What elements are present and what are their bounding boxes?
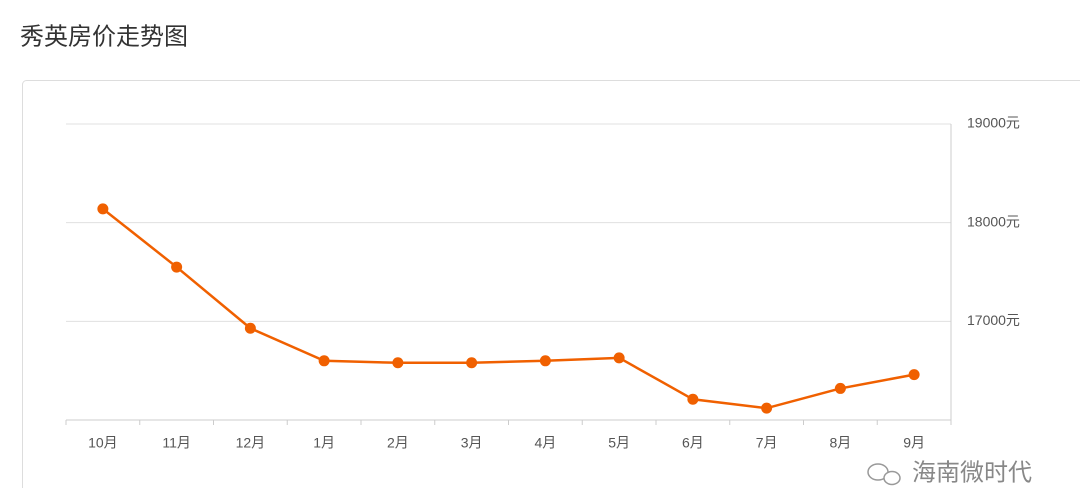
chart-title: 秀英房价走势图	[20, 23, 188, 50]
wechat-icon	[883, 470, 901, 486]
x-tick-label: 7月	[756, 435, 778, 451]
data-point	[908, 369, 920, 381]
watermark-text: 海南微时代	[912, 459, 1032, 486]
x-tick-label: 9月	[903, 435, 925, 451]
data-point	[318, 355, 330, 367]
data-point	[613, 352, 625, 364]
data-point	[539, 355, 551, 367]
data-point	[244, 322, 256, 334]
x-tick-label: 6月	[682, 435, 704, 451]
data-point	[392, 357, 404, 369]
y-tick-label: 17000元	[967, 312, 1020, 328]
watermark: 海南微时代	[867, 459, 1032, 486]
data-point	[834, 382, 846, 394]
data-point	[761, 402, 773, 414]
series-line	[102, 207, 915, 410]
y-tick-label: 19000元	[967, 115, 1020, 131]
x-tick-label: 10月	[88, 435, 118, 451]
data-point	[97, 203, 109, 215]
x-tick-label: 4月	[534, 435, 556, 451]
data-point	[171, 261, 183, 273]
data-point	[687, 393, 699, 405]
y-tick-label: 18000元	[967, 213, 1020, 229]
x-tick-label: 3月	[461, 435, 483, 451]
x-tick-label: 1月	[313, 435, 335, 451]
card	[22, 80, 1080, 488]
x-tick-label: 12月	[236, 435, 266, 451]
x-tick-label: 11月	[162, 435, 191, 451]
x-tick-label: 2月	[387, 435, 409, 451]
x-tick-label: 5月	[608, 435, 630, 451]
data-point	[466, 357, 478, 369]
x-tick-label: 8月	[829, 435, 851, 451]
